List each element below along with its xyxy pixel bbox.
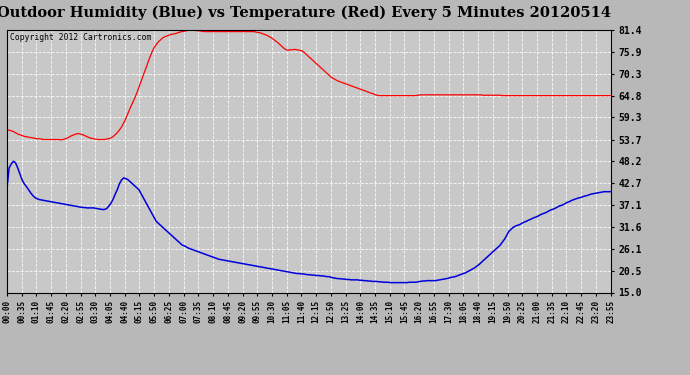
Text: Outdoor Humidity (Blue) vs Temperature (Red) Every 5 Minutes 20120514: Outdoor Humidity (Blue) vs Temperature (… xyxy=(0,6,611,20)
Text: Copyright 2012 Cartronics.com: Copyright 2012 Cartronics.com xyxy=(10,33,151,42)
